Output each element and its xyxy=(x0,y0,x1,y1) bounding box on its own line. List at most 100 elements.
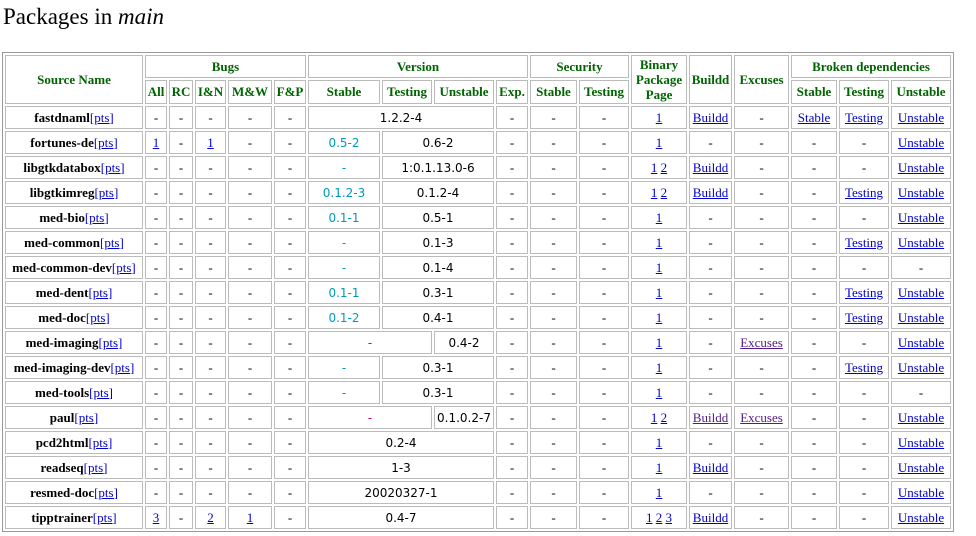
broken-unstable-cell-link[interactable]: Unstable xyxy=(897,459,945,475)
binary-package-cell[interactable]: 1 xyxy=(631,231,687,254)
buildd-cell-link[interactable]: Buildd xyxy=(692,459,729,475)
pts-link[interactable]: [pts] xyxy=(88,434,113,450)
binary-package-link[interactable]: 1 xyxy=(650,159,658,175)
broken-unstable-cell[interactable]: Unstable xyxy=(891,431,951,454)
broken-unstable-cell-link[interactable]: Unstable xyxy=(897,134,945,150)
buildd-cell[interactable]: Buildd xyxy=(689,406,732,429)
binary-package-link[interactable]: 1 xyxy=(655,334,663,350)
binary-package-link[interactable]: 1 xyxy=(655,259,663,275)
buildd-cell[interactable]: Buildd xyxy=(689,506,732,529)
binary-package-link[interactable]: 1 xyxy=(655,484,663,500)
binary-package-link[interactable]: 2 xyxy=(660,159,668,175)
pts-link[interactable]: [pts] xyxy=(98,334,123,350)
broken-unstable-cell[interactable]: Unstable xyxy=(891,331,951,354)
broken-unstable-cell[interactable]: Unstable xyxy=(891,131,951,154)
broken-unstable-cell[interactable]: Unstable xyxy=(891,156,951,179)
broken-testing-cell[interactable]: Testing xyxy=(839,106,889,129)
pts-link[interactable]: [pts] xyxy=(84,209,109,225)
binary-package-cell[interactable]: 1 xyxy=(631,306,687,329)
broken-testing-cell[interactable]: Testing xyxy=(839,231,889,254)
binary-package-cell[interactable]: 1 2 xyxy=(631,181,687,204)
bugs-in-cell[interactable]: 1 xyxy=(195,131,226,154)
broken-testing-cell[interactable]: Testing xyxy=(839,181,889,204)
binary-package-cell[interactable]: 1 xyxy=(631,381,687,404)
binary-package-link[interactable]: 2 xyxy=(660,184,668,200)
binary-package-link[interactable]: 2 xyxy=(660,409,668,425)
binary-package-link[interactable]: 1 xyxy=(655,384,663,400)
bugs-mw-cell-link[interactable]: 1 xyxy=(246,509,254,525)
broken-unstable-cell-link[interactable]: Unstable xyxy=(897,284,945,300)
binary-package-link[interactable]: 1 xyxy=(650,184,658,200)
bugs-in-cell-link[interactable]: 2 xyxy=(207,509,214,525)
buildd-cell-link[interactable]: Buildd xyxy=(692,409,729,425)
broken-unstable-cell-link[interactable]: Unstable xyxy=(897,334,945,350)
binary-package-cell[interactable]: 1 xyxy=(631,431,687,454)
pts-link[interactable]: [pts] xyxy=(89,384,113,400)
binary-package-cell[interactable]: 1 xyxy=(631,356,687,379)
binary-package-link[interactable]: 1 xyxy=(655,109,663,125)
broken-unstable-cell[interactable]: Unstable xyxy=(891,506,951,529)
bugs-in-cell[interactable]: 2 xyxy=(195,506,226,529)
pts-link[interactable]: [pts] xyxy=(85,309,110,325)
broken-unstable-cell[interactable]: Unstable xyxy=(891,481,951,504)
bugs-all-cell[interactable]: 3 xyxy=(145,506,167,529)
binary-package-link[interactable]: 1 xyxy=(655,459,663,475)
buildd-cell[interactable]: Buildd xyxy=(689,181,732,204)
broken-unstable-cell-link[interactable]: Unstable xyxy=(897,509,945,525)
broken-testing-cell-link[interactable]: Testing xyxy=(844,109,884,125)
bugs-in-cell-link[interactable]: 1 xyxy=(207,134,214,150)
broken-unstable-cell-link[interactable]: Unstable xyxy=(897,484,945,500)
buildd-cell-link[interactable]: Buildd xyxy=(692,109,729,125)
broken-testing-cell-link[interactable]: Testing xyxy=(844,184,884,200)
excuses-cell-link[interactable]: Excuses xyxy=(740,409,783,425)
broken-unstable-cell-link[interactable]: Unstable xyxy=(897,209,945,225)
buildd-cell-link[interactable]: Buildd xyxy=(692,509,729,525)
broken-unstable-cell[interactable]: Unstable xyxy=(891,306,951,329)
broken-testing-cell[interactable]: Testing xyxy=(839,356,889,379)
broken-unstable-cell[interactable]: Unstable xyxy=(891,231,951,254)
broken-unstable-cell-link[interactable]: Unstable xyxy=(897,184,945,200)
binary-package-cell[interactable]: 1 xyxy=(631,106,687,129)
broken-testing-cell-link[interactable]: Testing xyxy=(844,284,884,300)
broken-unstable-cell-link[interactable]: Unstable xyxy=(897,109,945,125)
broken-unstable-cell-link[interactable]: Unstable xyxy=(897,159,945,175)
buildd-cell-link[interactable]: Buildd xyxy=(692,184,729,200)
pts-link[interactable]: [pts] xyxy=(94,184,119,200)
broken-unstable-cell[interactable]: Unstable xyxy=(891,281,951,304)
broken-unstable-cell-link[interactable]: Unstable xyxy=(897,409,945,425)
pts-link[interactable]: [pts] xyxy=(89,109,114,125)
binary-package-cell[interactable]: 1 xyxy=(631,206,687,229)
broken-testing-cell[interactable]: Testing xyxy=(839,281,889,304)
pts-link[interactable]: [pts] xyxy=(100,159,125,175)
pts-link[interactable]: [pts] xyxy=(111,259,136,275)
broken-unstable-cell[interactable]: Unstable xyxy=(891,181,951,204)
binary-package-cell[interactable]: 1 xyxy=(631,456,687,479)
binary-package-cell[interactable]: 1 xyxy=(631,331,687,354)
broken-unstable-cell-link[interactable]: Unstable xyxy=(897,234,945,250)
binary-package-link[interactable]: 1 xyxy=(646,509,653,525)
excuses-cell[interactable]: Excuses xyxy=(734,331,789,354)
pts-link[interactable]: [pts] xyxy=(83,459,108,475)
pts-link[interactable]: [pts] xyxy=(94,484,118,500)
broken-unstable-cell[interactable]: Unstable xyxy=(891,456,951,479)
broken-unstable-cell-link[interactable]: Unstable xyxy=(897,309,945,325)
buildd-cell-link[interactable]: Buildd xyxy=(692,159,729,175)
broken-stable-cell-link[interactable]: Stable xyxy=(797,109,831,125)
bugs-all-cell-link[interactable]: 1 xyxy=(152,134,160,150)
binary-package-link[interactable]: 1 xyxy=(655,309,663,325)
binary-package-cell[interactable]: 1 xyxy=(631,281,687,304)
binary-package-cell[interactable]: 1 2 xyxy=(631,406,687,429)
bugs-mw-cell[interactable]: 1 xyxy=(228,506,272,529)
pts-link[interactable]: [pts] xyxy=(110,359,135,375)
broken-unstable-cell[interactable]: Unstable xyxy=(891,406,951,429)
bugs-all-cell[interactable]: 1 xyxy=(145,131,167,154)
buildd-cell[interactable]: Buildd xyxy=(689,156,732,179)
binary-package-link[interactable]: 1 xyxy=(655,359,663,375)
binary-package-cell[interactable]: 1 xyxy=(631,256,687,279)
broken-stable-cell[interactable]: Stable xyxy=(791,106,837,129)
bugs-all-cell-link[interactable]: 3 xyxy=(152,509,160,525)
binary-package-link[interactable]: 1 xyxy=(655,134,663,150)
binary-package-cell[interactable]: 1 2 3 xyxy=(631,506,687,529)
broken-unstable-cell[interactable]: Unstable xyxy=(891,206,951,229)
binary-package-link[interactable]: 2 xyxy=(655,509,663,525)
